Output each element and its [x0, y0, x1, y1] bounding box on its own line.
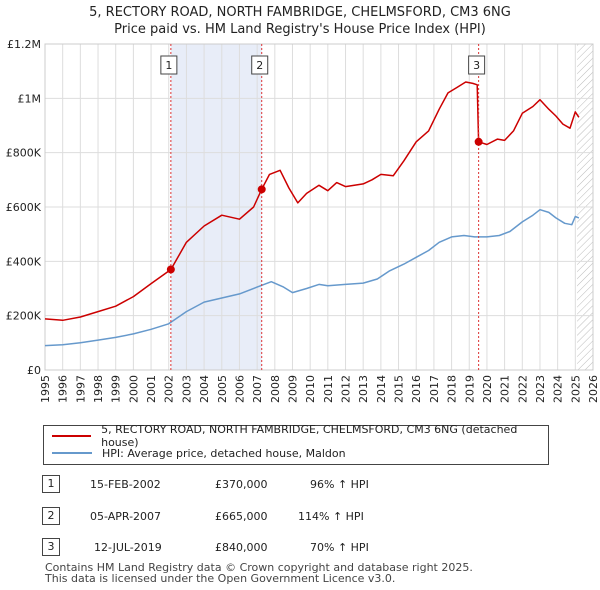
x-tick-label: 2003 — [180, 375, 193, 403]
x-tick-label: 2010 — [304, 375, 317, 403]
sale-price: £840,000 — [215, 541, 268, 554]
legend-label-property: 5, RECTORY ROAD, NORTH FAMBRIDGE, CHELMS… — [101, 423, 518, 449]
y-tick-label: £600K — [6, 201, 42, 214]
x-tick-label: 2007 — [251, 375, 264, 403]
sale-date: 05-APR-2007 — [90, 510, 162, 523]
sale-label: 1 — [165, 59, 172, 72]
sale-label: 3 — [473, 59, 480, 72]
x-tick-label: 2017 — [428, 375, 441, 403]
sale-hpi: 114% ↑ HPI — [298, 510, 364, 523]
sale-row-1: 1 15-FEB-2002 £370,000 96% ↑ HPI — [42, 475, 562, 495]
footer-copyright: Contains HM Land Registry data © Crown c… — [45, 561, 473, 574]
x-tick-label: 2011 — [322, 375, 335, 403]
sale-label-box — [160, 55, 178, 75]
sale-label-box — [251, 55, 269, 75]
x-tick-label: 2012 — [340, 375, 353, 403]
x-tick-label: 2001 — [145, 375, 158, 403]
legend-swatch-hpi — [52, 452, 92, 454]
sale-row-2: 2 05-APR-2007 £665,000 114% ↑ HPI — [42, 507, 562, 527]
x-tick-label: 1995 — [39, 375, 52, 403]
x-tick-label: 2006 — [233, 375, 246, 403]
chart-subtitle: Price paid vs. HM Land Registry's House … — [114, 22, 486, 37]
sale-row-3: 3 12-JUL-2019 £840,000 70% ↑ HPI — [42, 538, 562, 558]
sale-date: 15-FEB-2002 — [90, 478, 161, 491]
sale-label-box — [468, 55, 486, 75]
x-tick-label: 2020 — [481, 375, 494, 403]
x-tick-label: 2009 — [286, 375, 299, 403]
x-tick-label: 2016 — [410, 375, 423, 403]
x-tick-label: 1999 — [110, 375, 123, 403]
x-tick-label: 2000 — [127, 375, 140, 403]
hpi-line — [44, 208, 580, 347]
x-tick-label: 2005 — [216, 375, 229, 403]
sale-number: 2 — [42, 507, 60, 525]
x-tick-label: 2002 — [163, 375, 176, 403]
y-tick-label: £0 — [27, 364, 41, 377]
x-tick-label: 2021 — [499, 375, 512, 403]
y-tick-label: £1M — [18, 92, 42, 105]
footer-licence: This data is licensed under the Open Gov… — [45, 572, 396, 585]
x-tick-label: 2022 — [516, 375, 529, 403]
sale-price: £665,000 — [215, 510, 268, 523]
sale-date: 12-JUL-2019 — [94, 541, 162, 554]
y-tick-label: £1.2M — [7, 38, 41, 51]
price-chart: 1 2 3 £0 £200K £400K £600K £800K £1M £1.2M 1995 19… — [6, 38, 600, 403]
x-tick-label: 2008 — [269, 375, 282, 403]
y-tick-label: £200K — [6, 310, 42, 323]
x-tick-label: 2019 — [463, 375, 476, 403]
legend-item-hpi: HPI: Average price, detached house, Mald… — [52, 445, 346, 461]
x-tick-label: 1998 — [92, 375, 105, 403]
x-tick-label: 2025 — [569, 375, 582, 403]
chart-title: 5, RECTORY ROAD, NORTH FAMBRIDGE, CHELMS… — [89, 5, 511, 20]
sale-hpi: 96% ↑ HPI — [310, 478, 369, 491]
x-tick-label: 2018 — [446, 375, 459, 403]
legend-label-hpi: HPI: Average price, detached house, Mald… — [102, 446, 346, 460]
x-tick-label: 1997 — [74, 375, 87, 403]
sale-hpi: 70% ↑ HPI — [310, 541, 369, 554]
x-tick-label: 2023 — [534, 375, 547, 403]
footer: Contains HM Land Registry data © Crown c… — [45, 562, 473, 584]
sale-price: £370,000 — [215, 478, 268, 491]
chart-legend: 5, RECTORY ROAD, NORTH FAMBRIDGE, CHELMS… — [43, 423, 549, 465]
sale-point — [257, 185, 266, 194]
sale-number: 1 — [42, 475, 60, 493]
property-price-line — [44, 81, 580, 322]
x-tick-label: 1996 — [57, 375, 70, 403]
y-tick-label: £400K — [6, 255, 42, 268]
x-tick-label: 2015 — [393, 375, 406, 403]
sale-number: 3 — [42, 538, 60, 556]
sale-point — [166, 265, 175, 274]
legend-swatch-property — [52, 435, 92, 437]
plot-frame — [44, 43, 594, 371]
sale-point — [474, 137, 483, 146]
x-tick-label: 2026 — [587, 375, 600, 403]
sale-label: 2 — [256, 59, 263, 72]
legend-item-property: 5, RECTORY ROAD, NORTH FAMBRIDGE, CHELMS… — [52, 423, 548, 449]
y-tick-label: £800K — [6, 147, 42, 160]
x-tick-label: 2004 — [198, 375, 211, 403]
x-tick-label: 2024 — [552, 375, 565, 403]
x-tick-label: 2014 — [375, 375, 388, 403]
x-tick-label: 2013 — [357, 375, 370, 403]
